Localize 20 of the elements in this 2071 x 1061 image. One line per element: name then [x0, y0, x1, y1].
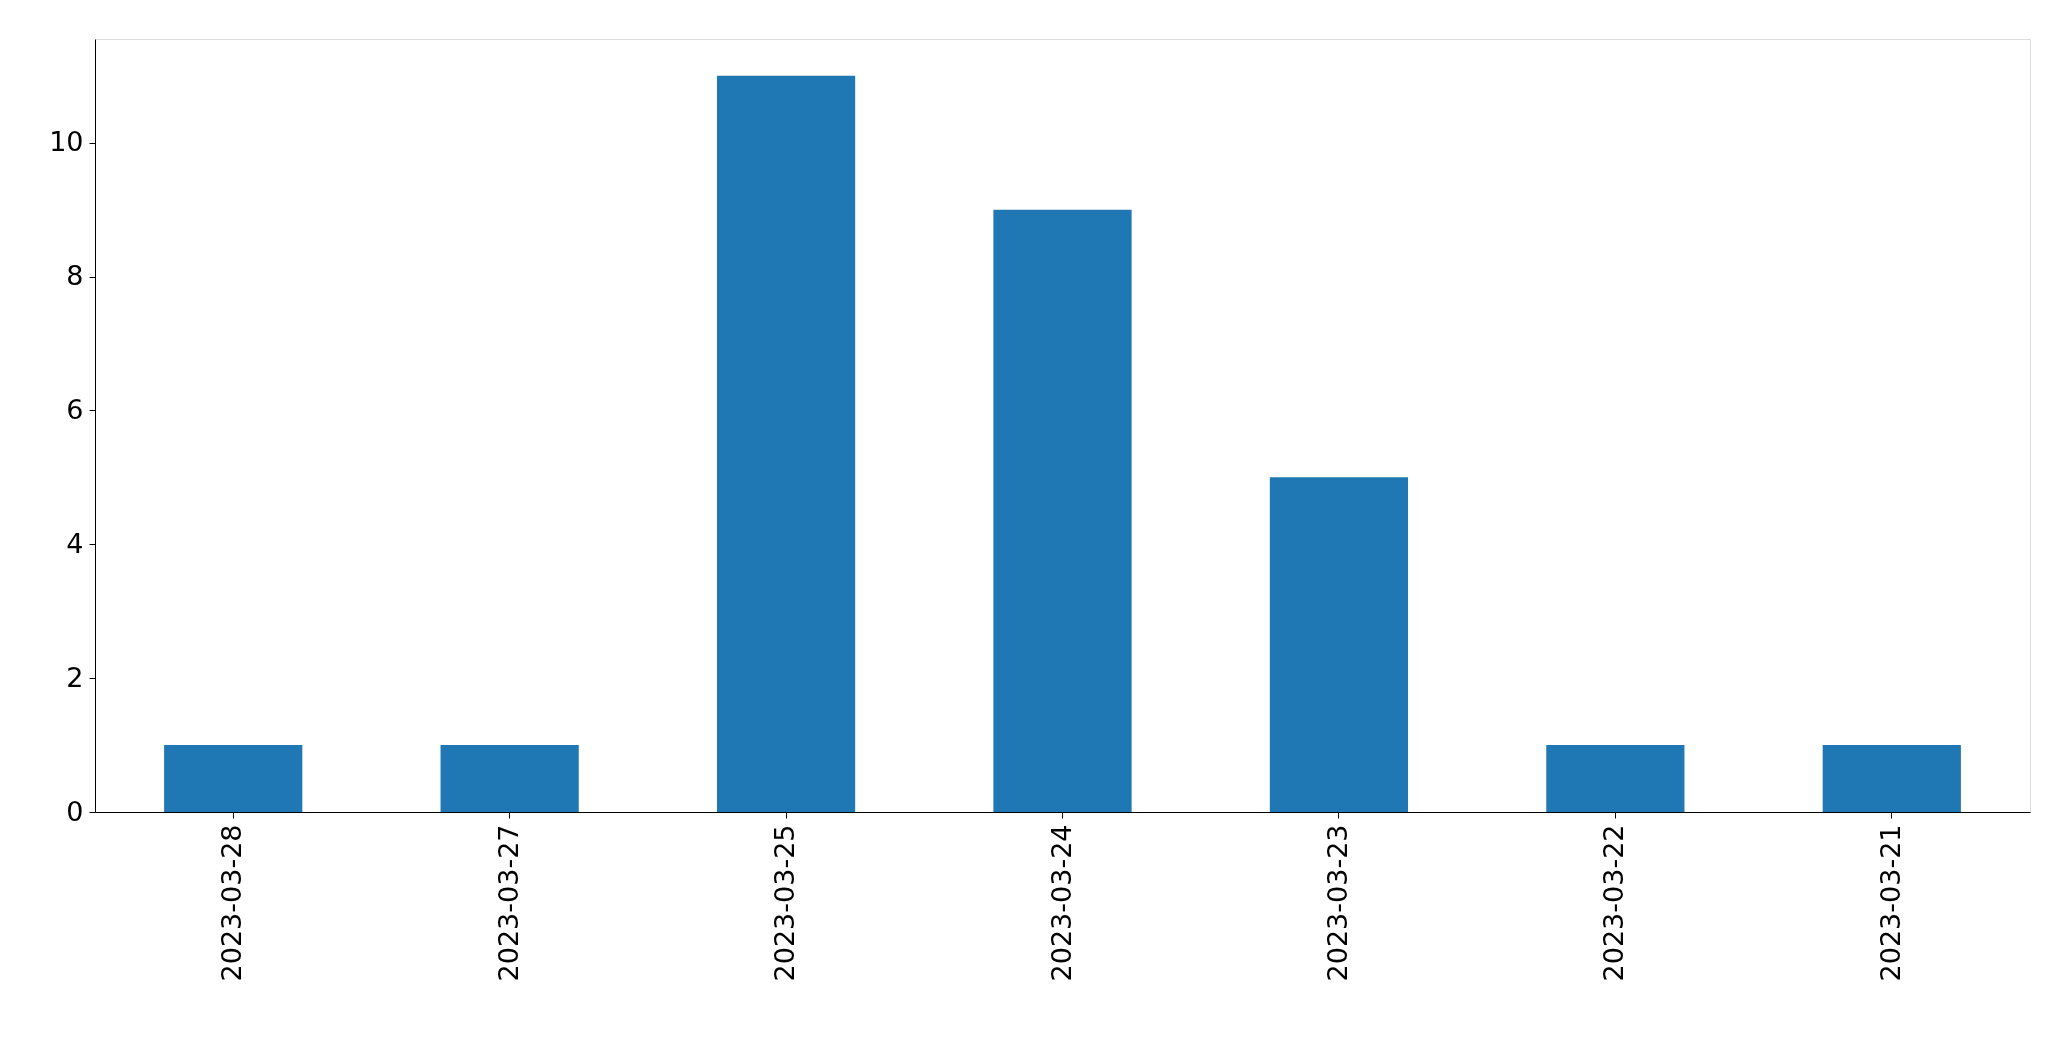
- y-tick-label: 10: [49, 126, 84, 158]
- bar: [1269, 477, 1409, 812]
- x-tick-label: 2023-03-23: [1321, 824, 1353, 982]
- bar: [1546, 745, 1685, 812]
- y-tick-label: 2: [66, 661, 84, 693]
- bar: [1822, 745, 1961, 812]
- y-tick-label: 6: [66, 393, 84, 425]
- x-tick-label: 2023-03-28: [216, 824, 248, 982]
- y-tick-label: 0: [66, 795, 84, 827]
- y-tick-label: 8: [66, 260, 84, 292]
- bar: [440, 745, 579, 812]
- x-tick-label: 2023-03-22: [1598, 824, 1630, 982]
- bar: [993, 209, 1132, 812]
- x-tick-label: 2023-03-21: [1874, 824, 1906, 982]
- x-tick-label: 2023-03-24: [1045, 824, 1077, 982]
- bar: [716, 75, 856, 812]
- x-tick-label: 2023-03-27: [492, 824, 524, 982]
- y-tick-label: 4: [66, 527, 84, 559]
- bar: [164, 745, 303, 812]
- x-tick-label: 2023-03-25: [769, 824, 801, 982]
